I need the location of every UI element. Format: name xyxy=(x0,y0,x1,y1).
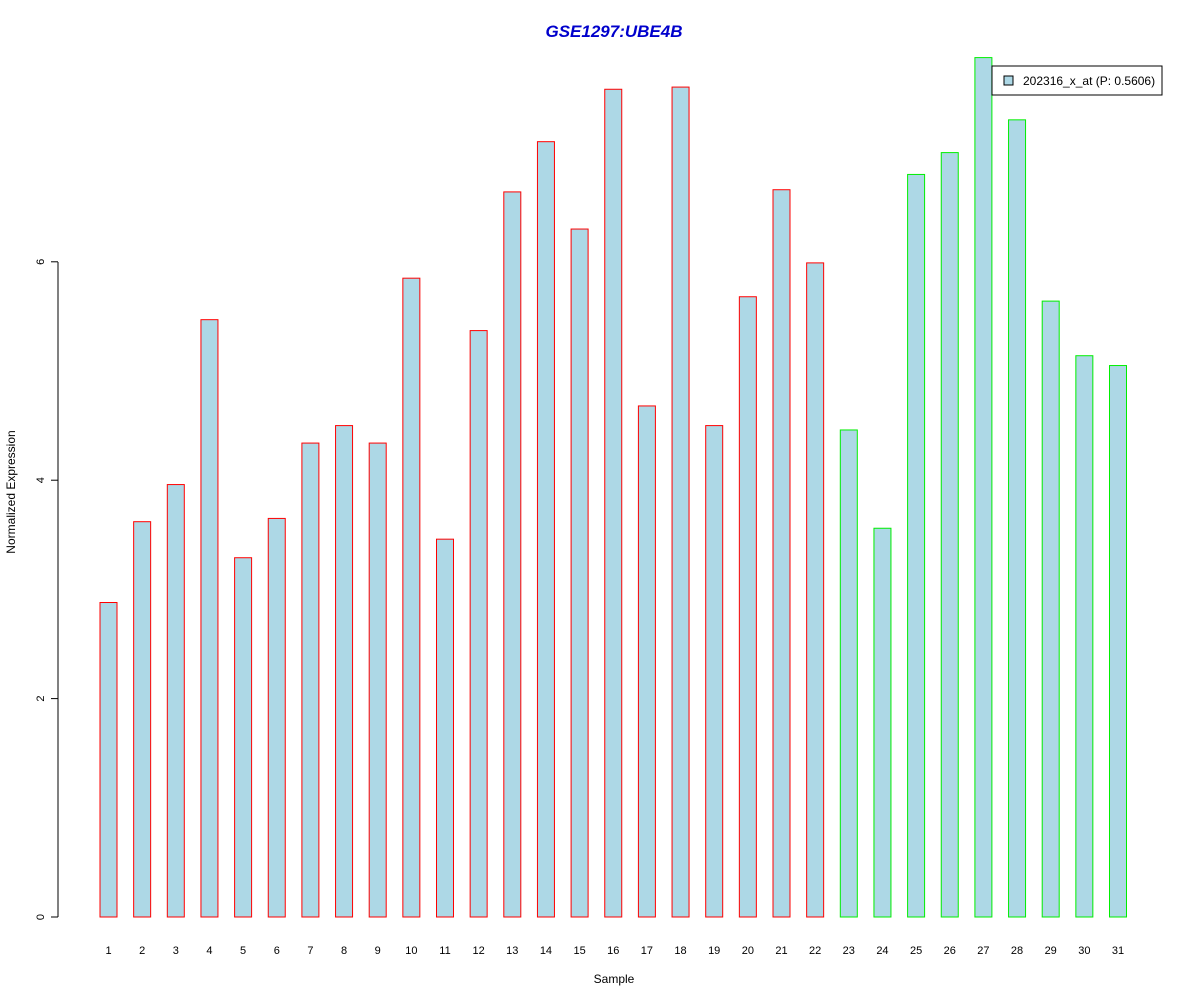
bar xyxy=(133,521,152,918)
x-tick-label: 27 xyxy=(977,945,989,957)
legend-label: 202316_x_at (P: 0.5606) xyxy=(1023,74,1155,88)
bar xyxy=(738,296,757,918)
bar xyxy=(637,405,656,918)
x-tick-label: 6 xyxy=(274,945,280,957)
bar xyxy=(604,88,623,918)
x-tick-label: 25 xyxy=(910,945,922,957)
x-tick-label: 14 xyxy=(540,945,552,957)
x-tick-label: 19 xyxy=(708,945,720,957)
legend-box xyxy=(991,65,1163,96)
x-tick-label: 18 xyxy=(674,945,686,957)
x-axis-tick-labels: 1 2 3 4 5 6 7 8 9 10 11 12 13 14 15 16 17 18 19 20 21 22 23 24 2… xyxy=(105,945,1124,957)
x-tick-label: 23 xyxy=(843,945,855,957)
bar xyxy=(772,189,791,918)
x-tick-label: 24 xyxy=(876,945,888,957)
x-tick-label: 12 xyxy=(473,945,485,957)
x-tick-label: 26 xyxy=(944,945,956,957)
x-axis-label: Sample xyxy=(594,972,635,986)
bar xyxy=(335,425,354,918)
x-tick-label: 9 xyxy=(375,945,381,957)
x-tick-label: 4 xyxy=(206,945,212,957)
bar xyxy=(570,228,589,918)
bar xyxy=(469,330,488,918)
bar xyxy=(99,602,118,918)
bars-group xyxy=(99,57,1127,918)
bar xyxy=(503,191,522,918)
y-tick-label: 2 xyxy=(35,696,47,702)
x-tick-label: 2 xyxy=(139,945,145,957)
x-tick-label: 30 xyxy=(1078,945,1090,957)
x-tick-label: 16 xyxy=(607,945,619,957)
y-tick-label: 6 xyxy=(35,259,47,265)
bar xyxy=(806,262,825,918)
chart-title: GSE1297:UBE4B xyxy=(545,22,682,41)
bar xyxy=(1041,300,1060,918)
bar xyxy=(940,152,959,918)
bar xyxy=(301,442,320,918)
x-tick-label: 3 xyxy=(173,945,179,957)
bar xyxy=(436,538,454,918)
x-tick-label: 10 xyxy=(405,945,417,957)
x-tick-label: 11 xyxy=(439,945,450,957)
y-axis-ticks: 0 2 4 6 xyxy=(35,259,58,920)
bar xyxy=(907,173,926,918)
y-tick-label: 4 xyxy=(35,477,47,483)
bar xyxy=(368,442,387,918)
x-tick-label: 13 xyxy=(506,945,518,957)
bar xyxy=(839,429,858,918)
bar xyxy=(166,484,185,918)
legend: 202316_x_at (P: 0.5606) xyxy=(991,65,1163,96)
x-tick-label: 31 xyxy=(1112,945,1124,957)
x-tick-label: 17 xyxy=(641,945,653,957)
bar xyxy=(200,319,219,918)
bar xyxy=(974,57,993,918)
x-tick-label: 28 xyxy=(1011,945,1023,957)
bar xyxy=(234,557,253,918)
y-axis-label: Normalized Expression xyxy=(4,430,18,553)
x-tick-label: 20 xyxy=(742,945,754,957)
bar xyxy=(671,86,690,918)
bar xyxy=(873,527,892,918)
x-tick-label: 15 xyxy=(573,945,585,957)
bar xyxy=(1008,119,1027,918)
x-tick-label: 5 xyxy=(240,945,246,957)
x-tick-label: 8 xyxy=(341,945,347,957)
bar xyxy=(267,517,286,918)
x-tick-label: 7 xyxy=(307,945,313,957)
bar xyxy=(1075,355,1094,918)
bar xyxy=(705,425,724,918)
x-tick-label: 29 xyxy=(1045,945,1057,957)
bar xyxy=(1109,365,1127,918)
bar xyxy=(402,277,421,918)
bar xyxy=(536,141,555,918)
x-tick-label: 22 xyxy=(809,945,821,957)
x-tick-label: 1 xyxy=(105,945,111,957)
y-tick-label: 0 xyxy=(35,914,47,920)
legend-swatch xyxy=(1003,75,1014,86)
x-tick-label: 21 xyxy=(775,945,787,957)
